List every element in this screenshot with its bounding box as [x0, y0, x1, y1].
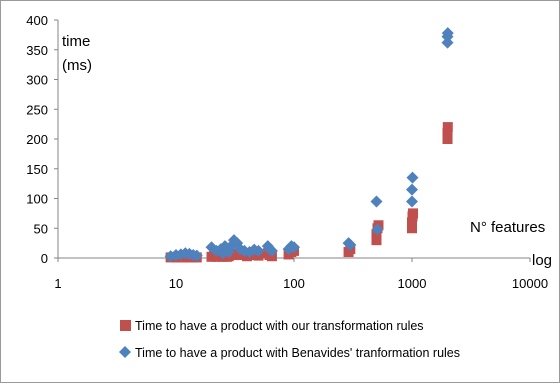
data-point-square: [407, 217, 417, 228]
y-tick-label: 150: [26, 162, 48, 177]
data-point-diamond: [406, 183, 418, 196]
y-tick-label: 300: [26, 73, 48, 88]
data-point-square: [407, 223, 417, 234]
y-tick-label: 200: [26, 132, 48, 147]
data-point-square: [442, 122, 453, 133]
legend-label-our-rules: Time to have a product with our transfor…: [135, 319, 424, 333]
x-tick-label: 1: [54, 276, 61, 291]
data-point-square: [248, 250, 259, 261]
y-axis-label-line2: (ms): [62, 57, 92, 74]
data-point-diamond: [265, 244, 278, 257]
data-point-diamond: [441, 27, 454, 40]
data-point-diamond: [370, 195, 383, 208]
data-point-diamond: [288, 241, 300, 254]
data-point-diamond: [190, 249, 203, 262]
legend-marker-diamond: [119, 346, 131, 358]
y-tick-label: 250: [26, 102, 48, 117]
data-point-square: [242, 251, 253, 262]
data-point-diamond: [344, 238, 357, 251]
data-point-square: [371, 235, 382, 246]
legend-label-benavides-rules: Time to have a product with Benavides' t…: [135, 346, 460, 360]
legend: Time to have a product with our transfor…: [119, 319, 460, 360]
data-point-square: [442, 134, 453, 144]
x-tick-label: 10000: [512, 276, 548, 291]
data-point-diamond: [252, 244, 265, 257]
data-point-diamond: [406, 195, 418, 208]
x-tick-label: 100: [283, 276, 305, 291]
y-tick-label: 0: [41, 251, 48, 266]
y-tick-label: 400: [26, 13, 48, 28]
data-point-square: [408, 208, 419, 219]
x-tick-label: 1000: [398, 276, 427, 291]
y-tick-label: 50: [34, 221, 48, 236]
data-point-square: [442, 128, 453, 139]
data-point-diamond: [371, 223, 384, 236]
y-tick-label: 100: [26, 192, 48, 207]
x-tick-label: 10: [169, 276, 183, 291]
x-axis-label: N° features: [470, 219, 545, 236]
x-axis-scale-label: log: [532, 252, 552, 269]
data-point-diamond: [406, 171, 419, 184]
legend-marker-square: [120, 320, 131, 331]
y-tick-label: 350: [26, 43, 48, 58]
y-axis-label-line1: time: [62, 33, 90, 50]
